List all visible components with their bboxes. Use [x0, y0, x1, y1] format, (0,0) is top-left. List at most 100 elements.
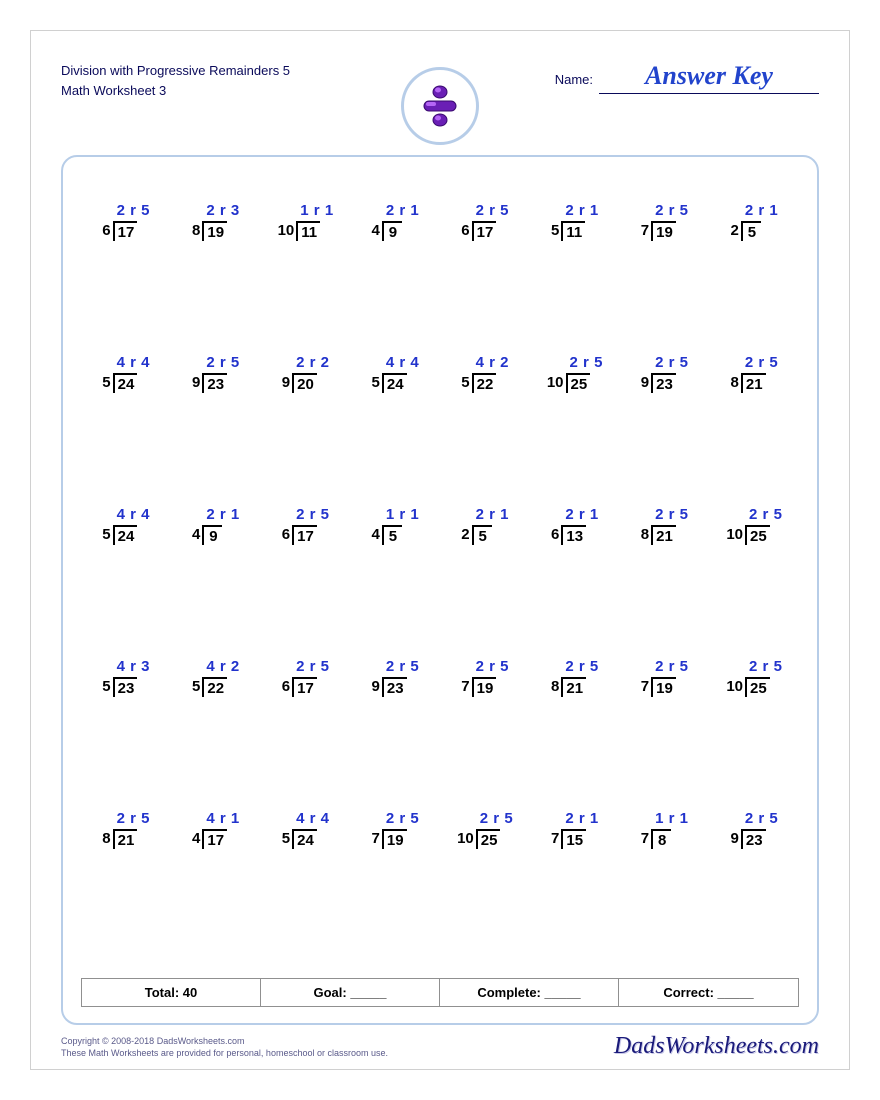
divisor: 6: [551, 525, 561, 544]
name-block: Name: Answer Key: [555, 55, 819, 94]
answer: 2 r 5: [655, 203, 688, 220]
stat-complete: Complete: _____: [440, 979, 619, 1006]
problem-grid: 62 r 561782 r 3819101 r 1101142 r 14962 …: [81, 193, 799, 953]
title-line-1: Division with Progressive Remainders 5: [61, 61, 290, 81]
answer: 4 r 1: [206, 811, 239, 828]
answer: 4 r 4: [296, 811, 329, 828]
answer: 2 r 5: [476, 203, 509, 220]
dividend: 19: [472, 677, 497, 698]
division-problem: 102 r 51025: [709, 497, 799, 649]
divisor: 9: [731, 829, 741, 848]
dividend: 17: [292, 525, 317, 546]
divisor: 8: [551, 677, 561, 696]
divisor: 10: [547, 373, 566, 392]
division-problem: 22 r 125: [709, 193, 799, 345]
division-problem: 82 r 5821: [81, 801, 171, 953]
division-problem: 71 r 178: [620, 801, 710, 953]
divisor: 8: [192, 221, 202, 240]
divisor: 4: [372, 221, 382, 240]
division-problem: 62 r 5617: [261, 497, 351, 649]
divisor: 9: [641, 373, 651, 392]
dividend: 17: [472, 221, 497, 242]
division-problem: 72 r 5719: [440, 649, 530, 801]
division-problem: 72 r 1715: [530, 801, 620, 953]
divisor: 10: [278, 221, 297, 240]
divisor: 7: [641, 829, 651, 848]
answer: 1 r 1: [300, 203, 333, 220]
dividend: 21: [113, 829, 138, 850]
answer: 2 r 5: [655, 355, 688, 372]
answer: 4 r 3: [117, 659, 150, 676]
dividend: 23: [113, 677, 138, 698]
division-problem: 72 r 5719: [620, 649, 710, 801]
divisor: 5: [551, 221, 561, 240]
divisor: 5: [372, 373, 382, 392]
answer: 1 r 1: [655, 811, 688, 828]
stats-row: Total: 40 Goal: _____ Complete: _____ Co…: [81, 978, 799, 1007]
divisor: 2: [461, 525, 471, 544]
answer: 2 r 5: [386, 811, 419, 828]
stat-correct: Correct: _____: [619, 979, 798, 1006]
divisor: 7: [551, 829, 561, 848]
division-problem: 62 r 1613: [530, 497, 620, 649]
dividend: 9: [382, 221, 402, 242]
answer: 2 r 1: [565, 507, 598, 524]
problem-frame: 62 r 561782 r 3819101 r 1101142 r 14962 …: [61, 155, 819, 1025]
division-problem: 54 r 4524: [81, 345, 171, 497]
answer: 2 r 1: [476, 507, 509, 524]
division-problem: 54 r 3523: [81, 649, 171, 801]
divisor: 10: [726, 677, 745, 696]
dividend: 21: [651, 525, 676, 546]
divisor: 6: [102, 221, 112, 240]
division-problem: 102 r 51025: [709, 649, 799, 801]
division-problem: 102 r 51025: [530, 345, 620, 497]
dividend: 8: [651, 829, 671, 850]
dividend: 11: [561, 221, 585, 242]
answer: 2 r 5: [296, 659, 329, 676]
division-problem: 82 r 5821: [530, 649, 620, 801]
name-label: Name:: [555, 72, 593, 87]
dividend: 24: [113, 525, 138, 546]
dividend: 22: [472, 373, 497, 394]
division-problem: 101 r 11011: [261, 193, 351, 345]
division-problem: 92 r 5923: [620, 345, 710, 497]
dividend: 23: [382, 677, 407, 698]
dividend: 23: [651, 373, 676, 394]
answer: 2 r 5: [565, 659, 598, 676]
answer: 2 r 5: [745, 811, 778, 828]
answer: 2 r 5: [117, 203, 150, 220]
answer: 2 r 5: [206, 355, 239, 372]
division-problem: 41 r 145: [350, 497, 440, 649]
divisor: 7: [372, 829, 382, 848]
division-problem: 102 r 51025: [440, 801, 530, 953]
dividend: 25: [566, 373, 591, 394]
divisor: 7: [461, 677, 471, 696]
header: Division with Progressive Remainders 5 M…: [61, 55, 819, 145]
division-problem: 42 r 149: [350, 193, 440, 345]
divisor: 5: [102, 373, 112, 392]
answer: 2 r 1: [206, 507, 239, 524]
division-problem: 92 r 5923: [709, 801, 799, 953]
answer: 2 r 1: [386, 203, 419, 220]
division-problem: 82 r 5821: [620, 497, 710, 649]
division-problem: 22 r 125: [440, 497, 530, 649]
answer: 2 r 2: [296, 355, 329, 372]
divisor: 4: [372, 525, 382, 544]
dividend: 25: [745, 525, 770, 546]
dividend: 19: [202, 221, 227, 242]
dividend: 19: [651, 677, 676, 698]
division-problem: 62 r 5617: [440, 193, 530, 345]
dividend: 13: [561, 525, 586, 546]
answer: 2 r 1: [745, 203, 778, 220]
answer: 2 r 5: [117, 811, 150, 828]
division-problem: 92 r 2920: [261, 345, 351, 497]
division-badge-icon: [401, 67, 479, 145]
dividend: 21: [741, 373, 766, 394]
answer: 4 r 4: [386, 355, 419, 372]
answer: 2 r 5: [749, 659, 782, 676]
division-problem: 62 r 5617: [81, 193, 171, 345]
answer: 1 r 1: [386, 507, 419, 524]
divisor: 9: [372, 677, 382, 696]
dividend: 23: [741, 829, 766, 850]
dividend: 5: [382, 525, 402, 546]
